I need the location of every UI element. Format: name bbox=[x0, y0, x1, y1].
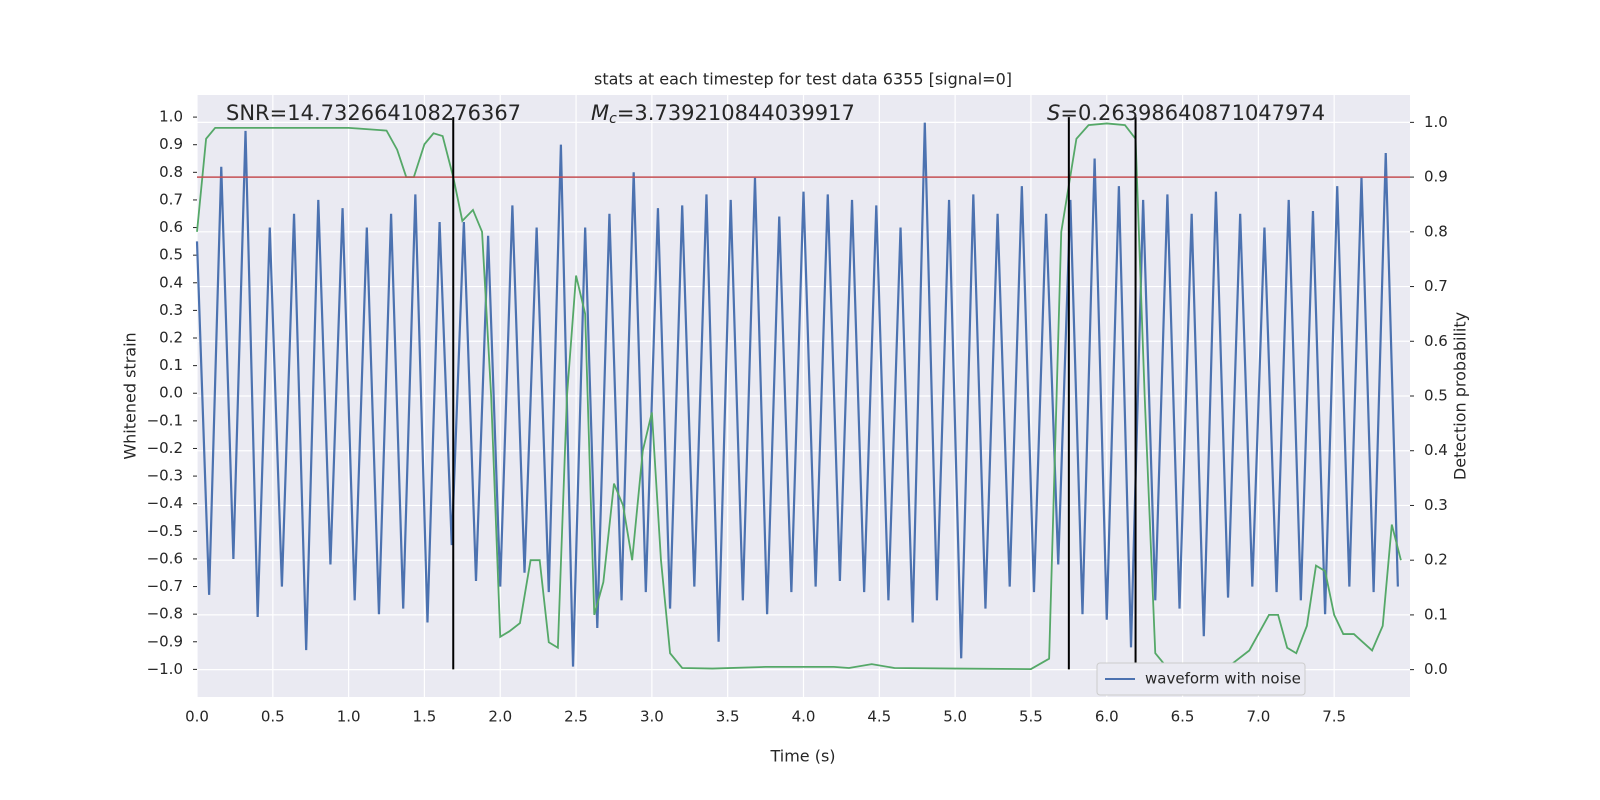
y-tick-label: 0.3 bbox=[159, 301, 183, 319]
y-tick-label: 0.0 bbox=[159, 384, 183, 402]
y2-tick-label: 0.6 bbox=[1424, 332, 1448, 350]
y2-tick-label: 0.1 bbox=[1424, 605, 1448, 623]
y-tick-label: −0.5 bbox=[147, 522, 183, 540]
y2-tick-label: 0.7 bbox=[1424, 277, 1448, 295]
marks bbox=[195, 117, 1410, 670]
x-tick-label: 1.5 bbox=[413, 708, 437, 726]
y2-tick-label: 0.9 bbox=[1424, 168, 1448, 186]
y-tick-label: 0.6 bbox=[159, 218, 183, 236]
y-tick-label: 0.5 bbox=[159, 246, 183, 264]
x-tick-label: 1.0 bbox=[337, 708, 361, 726]
x-tick-label: 0.5 bbox=[261, 708, 285, 726]
chart-title: stats at each timestep for test data 635… bbox=[594, 70, 1012, 89]
x-tick-label: 5.5 bbox=[1019, 708, 1043, 726]
labels: 0.0 0.5 1.0 1.5 2.0 2.5 3.0 3.5 4.0 4.5 5.0 5.5 6.0 6… bbox=[147, 101, 1448, 726]
annotation-symbol: M bbox=[591, 101, 609, 125]
y2-tick-label: 0.8 bbox=[1424, 222, 1448, 240]
annotation: Mc=3.739210844039917 bbox=[591, 101, 855, 127]
y-tick-label: 0.1 bbox=[159, 356, 183, 374]
x-tick-label: 3.5 bbox=[716, 708, 740, 726]
legend-box bbox=[1096, 662, 1306, 696]
annotation: SNR=14.732664108276367 bbox=[226, 101, 521, 125]
y-tick-label: −0.8 bbox=[147, 605, 183, 623]
y2-tick-label: 0.3 bbox=[1424, 496, 1448, 514]
y-tick-label: 0.7 bbox=[159, 190, 183, 208]
y-tick-label: 0.4 bbox=[159, 273, 183, 291]
annotation: S=0.26398640871047974 bbox=[1047, 101, 1325, 125]
y-axis-label: Whitened strain bbox=[121, 332, 140, 459]
annotation-text: =0.26398640871047974 bbox=[1060, 101, 1325, 125]
x-tick-label: 2.5 bbox=[564, 708, 588, 726]
annotation-symbol: S bbox=[1047, 101, 1060, 125]
y-tick-label: −0.2 bbox=[147, 439, 183, 457]
x-tick-label: 0.0 bbox=[185, 708, 209, 726]
x-tick-label: 6.0 bbox=[1095, 708, 1119, 726]
y-tick-label: 0.9 bbox=[159, 135, 183, 153]
x-tick-label: 5.0 bbox=[943, 708, 967, 726]
annotation-text: SNR=14.732664108276367 bbox=[226, 101, 521, 125]
y-tick-label: −0.9 bbox=[147, 632, 183, 650]
annotation-subscript: c bbox=[609, 111, 617, 127]
y-tick-label: 0.2 bbox=[159, 329, 183, 347]
y2-tick-label: 1.0 bbox=[1424, 113, 1448, 131]
x-tick-label: 3.0 bbox=[640, 708, 664, 726]
x-tick-label: 6.5 bbox=[1171, 708, 1195, 726]
y-tick-label: −0.1 bbox=[147, 411, 183, 429]
y2-tick-label: 0.2 bbox=[1424, 551, 1448, 569]
annotation-text: =3.739210844039917 bbox=[617, 101, 855, 125]
y-tick-label: −0.7 bbox=[147, 577, 183, 595]
y-tick-label: −0.3 bbox=[147, 467, 183, 485]
y2-axis-label: Detection probability bbox=[1451, 312, 1470, 480]
x-axis-label: Time (s) bbox=[769, 747, 835, 766]
x-tick-label: 7.5 bbox=[1322, 708, 1346, 726]
x-tick-label: 4.5 bbox=[867, 708, 891, 726]
series-line bbox=[195, 122, 1399, 667]
y-tick-label: 0.8 bbox=[159, 163, 183, 181]
x-tick-label: 7.0 bbox=[1246, 708, 1270, 726]
y2-tick-label: 0.4 bbox=[1424, 441, 1448, 459]
y2-tick-label: 0.0 bbox=[1424, 660, 1448, 678]
y-tick-label: −0.4 bbox=[147, 494, 183, 512]
x-tick-label: 4.0 bbox=[792, 708, 816, 726]
x-tick-label: 2.0 bbox=[488, 708, 512, 726]
legend-label: waveform with noise bbox=[1145, 670, 1301, 688]
y-tick-label: −1.0 bbox=[147, 660, 183, 678]
y-tick-label: 1.0 bbox=[159, 108, 183, 126]
y-tick-label: −0.6 bbox=[147, 549, 183, 567]
y2-tick-label: 0.5 bbox=[1424, 387, 1448, 405]
